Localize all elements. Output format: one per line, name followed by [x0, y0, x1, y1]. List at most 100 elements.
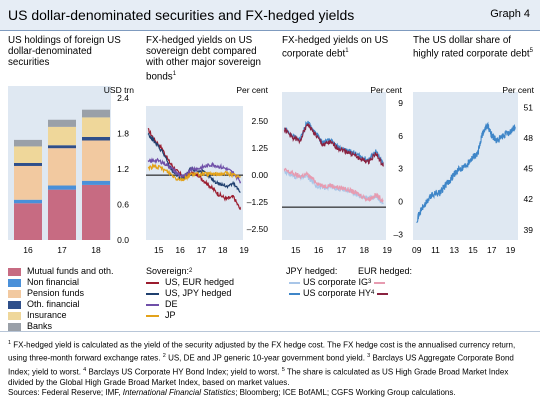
axis-unit-label: Per cent — [236, 85, 268, 95]
x-tick-label: 19 — [382, 245, 392, 255]
bar-segment — [14, 139, 42, 147]
x-tick-label: 15 — [291, 245, 301, 255]
panel3-title: FX-hedged yields on US corporate debt1 — [282, 35, 389, 60]
x-tick-label: 11 — [431, 245, 440, 255]
line-chart-usd-share: Per cent 39 42 45 48 51 09 11 13 15 17 19 — [412, 85, 535, 255]
graph-number: Graph 4 — [490, 8, 530, 20]
bar-segment — [14, 199, 42, 204]
x-tick-label: 19 — [506, 245, 516, 255]
panel2-title: FX-hedged yields on US sovereign debt co… — [146, 35, 261, 82]
bar-segment — [82, 117, 110, 137]
x-tick-label: 18 — [218, 245, 228, 255]
bar-segment — [14, 203, 42, 240]
legend-item: US corporate HY 4 — [286, 288, 412, 299]
swatch-pension-funds — [8, 289, 21, 298]
x-tick-label: 17 — [337, 245, 347, 255]
y-tick-label: 39 — [524, 225, 534, 235]
legend-corporate: JPY hedged: EUR hedged: US corporate IG 3 … — [286, 266, 412, 299]
bar-chart-holdings: USD trn 0.0 0.6 1.2 1.8 2.4 16 17 18 — [8, 85, 134, 255]
line-swatch-hy-jpy — [289, 292, 300, 295]
swatch-banks — [8, 322, 21, 331]
bar-segment — [48, 145, 76, 149]
x-tick-label: 16 — [23, 245, 33, 255]
series-line — [283, 167, 384, 203]
y-tick-label: 3 — [398, 164, 403, 174]
x-tick-label: 09 — [412, 245, 422, 255]
x-tick-label: 18 — [91, 245, 101, 255]
x-tick-label: 16 — [175, 245, 185, 255]
legend-item: US corporate IG 3 — [286, 277, 412, 288]
bar-segment — [82, 184, 110, 240]
x-tick-label: 17 — [197, 245, 207, 255]
x-tick-label: 18 — [360, 245, 370, 255]
notes-rule — [0, 331, 540, 332]
swatch-mutual-funds — [8, 267, 21, 276]
series-line — [416, 121, 516, 224]
bar-segment — [48, 119, 76, 127]
y-tick-label: 9 — [398, 98, 403, 108]
legend-item: Insurance — [8, 310, 114, 321]
y-tick-label: 1.25 — [251, 143, 268, 153]
bar-segment — [48, 148, 76, 186]
line-chart-corporate: Per cent –3 0 3 6 9 15 16 17 18 19 — [282, 85, 403, 255]
line-swatch-jp — [146, 314, 159, 317]
plot-area — [282, 92, 386, 240]
bar-segment — [82, 109, 110, 118]
axis-unit-label: USD trn — [104, 85, 135, 95]
y-tick-label: 0 — [398, 197, 403, 207]
swatch-insurance — [8, 311, 21, 320]
series-line — [147, 162, 241, 182]
legend-item: Pension funds — [8, 288, 114, 299]
legend-item: US, JPY hedged — [146, 288, 234, 299]
y-tick-label: 48 — [524, 133, 534, 143]
y-tick-label: –2.50 — [247, 224, 269, 234]
panel4-title: The US dollar share of highly rated corp… — [413, 35, 533, 60]
bar-segment — [14, 165, 42, 200]
y-tick-label: 0.00 — [251, 170, 268, 180]
line-swatch-ig-jpy — [289, 281, 300, 284]
series-line — [147, 157, 241, 184]
line-swatch-us-eur — [146, 281, 159, 284]
x-tick-label: 15 — [468, 245, 478, 255]
footnotes: 1 FX-hedged yield is calculated as the y… — [8, 340, 516, 387]
legend-sovereign: Sovereign: 2 US, EUR hedged US, JPY hedge… — [146, 266, 234, 321]
y-tick-label: 2.50 — [251, 116, 268, 126]
y-tick-label: 6 — [398, 131, 403, 141]
y-tick-label: 1.2 — [117, 164, 129, 174]
swatch-oth-financial — [8, 300, 21, 309]
bar-segment — [14, 163, 42, 166]
y-tick-label: 51 — [524, 102, 534, 112]
y-tick-label: –1.25 — [247, 197, 269, 207]
y-tick-label: 0.6 — [117, 199, 129, 209]
line-swatch-us-jpy — [146, 292, 159, 295]
line-swatch-hy-eur — [377, 292, 389, 295]
y-tick-label: –3 — [394, 230, 404, 240]
sources: Sources: Federal Reserve; IMF, Internati… — [8, 388, 456, 397]
bar-segment — [48, 126, 76, 146]
bar-segment — [82, 180, 110, 185]
y-tick-label: 1.8 — [117, 128, 129, 138]
series-line — [283, 120, 384, 165]
line-chart-sovereign: Per cent –2.50 –1.25 0.00 1.25 2.50 15 16 17 18 19 — [146, 85, 269, 255]
legend-item: JP — [146, 310, 234, 321]
header-band — [0, 0, 540, 30]
bar-segment — [14, 146, 42, 163]
legend-item: DE — [146, 299, 234, 310]
bar-segment — [48, 189, 76, 240]
x-tick-label: 15 — [154, 245, 164, 255]
legend-item: Non financial — [8, 277, 114, 288]
line-swatch-de — [146, 303, 159, 306]
x-tick-label: 19 — [239, 245, 249, 255]
bar-segment — [82, 136, 110, 141]
series-line — [147, 132, 241, 194]
axis-unit-label: Per cent — [502, 85, 534, 95]
axis-unit-label: Per cent — [370, 85, 402, 95]
swatch-non-financial — [8, 278, 21, 287]
legend-head: JPY hedged: EUR hedged: — [286, 266, 413, 276]
y-tick-label: 2.4 — [117, 93, 129, 103]
legend-holdings: Mutual funds and oth. Non financial Pens… — [8, 266, 114, 332]
x-tick-label: 13 — [450, 245, 460, 255]
line-swatch-ig-eur — [374, 281, 386, 284]
y-tick-label: 45 — [524, 164, 534, 174]
